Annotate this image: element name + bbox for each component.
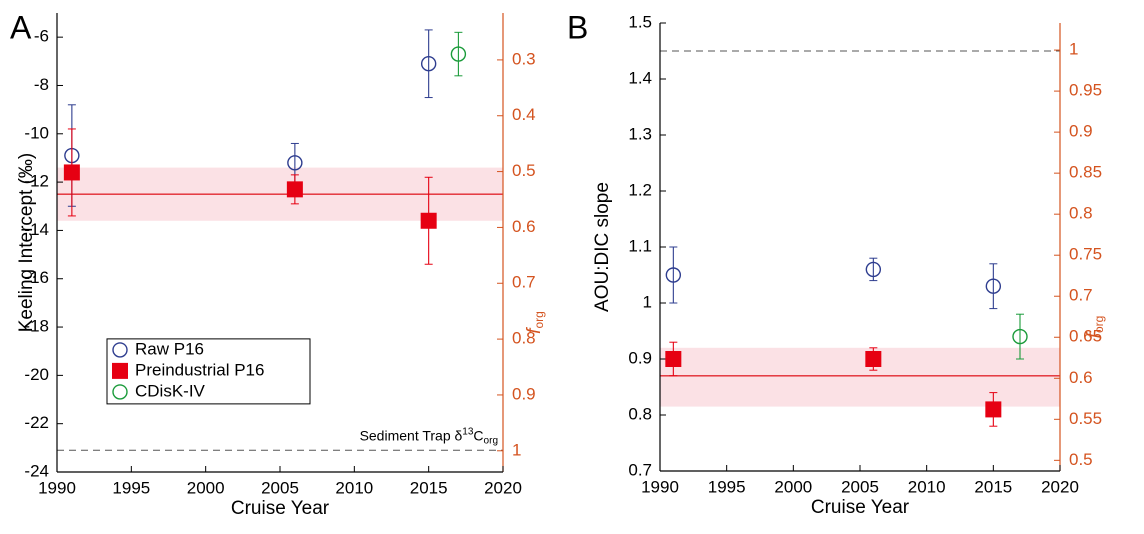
- circle-marker: [112, 342, 128, 358]
- y2-axis-label-sub: org: [1092, 316, 1106, 333]
- square-marker: [63, 164, 80, 181]
- x-tick-label: 1995: [708, 477, 746, 496]
- y-tick-label: -20: [24, 365, 49, 384]
- y2-tick-label: 0.6: [512, 217, 536, 236]
- y2-tick-label: 0.9: [512, 384, 536, 403]
- x-tick-label: 2010: [335, 478, 373, 497]
- y-tick-label: 0.8: [628, 404, 652, 423]
- circle-marker: [665, 267, 682, 283]
- legend-label: Preindustrial P16: [135, 360, 264, 379]
- y2-tick-label: 0.3: [512, 49, 536, 68]
- circle-marker: [420, 56, 437, 72]
- y-tick-label: 1.5: [628, 12, 652, 31]
- y2-axis-label-main: f: [524, 327, 545, 334]
- y2-tick-label: 1: [512, 440, 521, 459]
- x-tick-label: 2020: [1041, 477, 1079, 496]
- y2-tick-label: 0.7: [1069, 286, 1093, 305]
- y2-tick-label: 0.65: [1069, 327, 1102, 346]
- square-marker: [985, 401, 1002, 418]
- square-marker: [286, 181, 303, 198]
- y-tick-label: 0.7: [628, 460, 652, 479]
- y-tick-label: 0.9: [628, 348, 652, 367]
- x-tick-label: 2010: [908, 477, 946, 496]
- circle-marker: [450, 46, 467, 62]
- y-tick-label: -16: [24, 268, 49, 287]
- circle-marker: [985, 278, 1002, 294]
- y2-tick-label: 0.7: [512, 273, 536, 292]
- x-tick-label: 2005: [841, 477, 879, 496]
- y2-axis-label: forg: [524, 311, 546, 334]
- x-tick-label: 2020: [484, 478, 522, 497]
- y2-tick-label: 0.5: [512, 161, 536, 180]
- y2-axis-label-main: f: [1084, 331, 1105, 338]
- x-tick-label: 2015: [974, 477, 1012, 496]
- annotation-text: Sediment Trap δ: [360, 427, 463, 443]
- y2-tick-label: 0.85: [1069, 163, 1102, 182]
- x-tick-label: 2005: [261, 478, 299, 497]
- y-tick-label: -12: [24, 172, 49, 191]
- y2-tick-label: 0.95: [1069, 81, 1102, 100]
- panel-label: B: [567, 9, 588, 45]
- y-tick-label: 1.4: [628, 68, 652, 87]
- annotation: Sediment Trap δ13Corg: [360, 426, 498, 446]
- reference-band: [660, 347, 1060, 407]
- legend-label: Raw P16: [135, 339, 204, 358]
- x-tick-label: 1995: [112, 478, 150, 497]
- y-tick-label: -8: [34, 75, 49, 94]
- y-tick-label: -6: [34, 27, 49, 46]
- x-axis-label: Cruise Year: [811, 497, 910, 518]
- x-tick-label: 2000: [187, 478, 225, 497]
- y2-axis-label: forg: [1084, 316, 1106, 339]
- annotation-sub: org: [484, 435, 498, 446]
- square-marker: [865, 351, 882, 367]
- circle-marker: [287, 155, 303, 171]
- y2-axis-label-sub: org: [532, 311, 546, 328]
- y2-tick-label: 0.9: [1069, 122, 1093, 141]
- y-tick-label: 1.1: [628, 236, 652, 255]
- y2-tick-label: 0.8: [512, 329, 536, 348]
- x-axis-label: Cruise Year: [231, 498, 330, 519]
- y2-tick-label: 0.6: [1069, 368, 1093, 387]
- square-marker: [665, 351, 682, 367]
- circle-marker: [865, 261, 882, 278]
- x-tick-label: 1990: [38, 478, 76, 497]
- y-tick-label: -22: [24, 413, 49, 432]
- y2-tick-label: 0.5: [1069, 450, 1093, 469]
- circle-marker: [1012, 328, 1028, 345]
- y-axis-label: Keeling Intercept (‰): [16, 153, 37, 333]
- x-tick-label: 1990: [641, 477, 679, 496]
- y-tick-label: -10: [24, 123, 49, 142]
- y2-tick-label: 0.8: [1069, 204, 1093, 223]
- y2-tick-label: 1: [1069, 40, 1078, 59]
- panel-label: A: [10, 9, 32, 45]
- annotation-sup: 13: [462, 426, 474, 437]
- y-tick-label: -24: [24, 461, 49, 480]
- y-axis-label: AOU:DIC slope: [592, 182, 613, 312]
- x-tick-label: 2000: [774, 477, 812, 496]
- x-tick-label: 2015: [410, 478, 448, 497]
- legend-label: CDisK-IV: [135, 381, 206, 400]
- annotation-main: C: [473, 427, 483, 443]
- y-tick-label: 1.2: [628, 180, 652, 199]
- y-tick-label: -14: [24, 220, 49, 239]
- square-marker: [420, 212, 437, 229]
- y-tick-label: 1.3: [628, 124, 652, 143]
- y-tick-label: 1: [643, 292, 652, 311]
- y2-tick-label: 0.75: [1069, 245, 1102, 264]
- y2-tick-label: 0.55: [1069, 409, 1102, 428]
- square-marker: [112, 362, 128, 379]
- y2-tick-label: 0.4: [512, 105, 536, 124]
- legend-box: [106, 338, 311, 405]
- y-tick-label: -18: [24, 317, 49, 336]
- circle-marker: [112, 384, 128, 400]
